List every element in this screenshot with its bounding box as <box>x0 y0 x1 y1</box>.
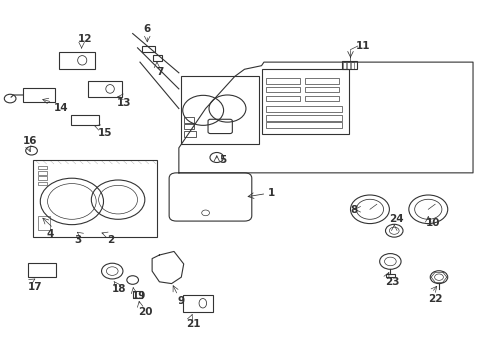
Bar <box>266 78 300 84</box>
Text: 21: 21 <box>186 319 200 329</box>
Bar <box>33 160 157 237</box>
Bar <box>350 62 353 68</box>
Text: 10: 10 <box>425 217 439 228</box>
Bar <box>28 263 56 277</box>
Bar <box>88 81 122 97</box>
Bar <box>266 87 300 93</box>
Bar <box>266 107 341 112</box>
Bar <box>59 52 95 69</box>
Bar <box>38 166 46 169</box>
Bar <box>305 87 339 93</box>
Bar <box>183 117 194 123</box>
Bar <box>153 55 162 62</box>
Text: 22: 22 <box>427 294 442 303</box>
Text: 12: 12 <box>78 34 93 44</box>
Bar <box>38 182 46 185</box>
Bar <box>305 78 339 84</box>
Bar <box>266 96 300 102</box>
Text: 15: 15 <box>98 128 112 138</box>
Bar <box>343 62 346 68</box>
Bar <box>261 69 348 134</box>
Bar <box>183 295 213 312</box>
Text: 9: 9 <box>177 296 184 306</box>
Text: 6: 6 <box>143 23 150 33</box>
Bar <box>305 96 339 102</box>
Bar <box>385 274 394 277</box>
Bar <box>183 123 194 129</box>
Bar <box>142 46 154 52</box>
Bar <box>71 114 99 125</box>
Text: 17: 17 <box>28 282 42 292</box>
Bar <box>266 115 341 121</box>
Bar <box>23 88 55 102</box>
Text: 18: 18 <box>112 284 126 294</box>
Text: 23: 23 <box>385 277 399 287</box>
Bar <box>38 176 46 180</box>
Text: 11: 11 <box>355 41 369 51</box>
Text: 16: 16 <box>23 136 38 146</box>
Bar <box>181 76 259 144</box>
Bar <box>38 216 50 230</box>
Text: 8: 8 <box>349 205 357 215</box>
Bar <box>38 171 46 175</box>
Bar <box>183 131 196 137</box>
Text: 2: 2 <box>107 235 114 246</box>
Bar <box>341 62 357 69</box>
Text: 3: 3 <box>74 235 81 246</box>
Text: 14: 14 <box>54 103 68 113</box>
Text: 1: 1 <box>267 188 275 198</box>
Text: 7: 7 <box>156 67 163 77</box>
Text: 19: 19 <box>131 292 146 301</box>
Bar <box>266 122 341 128</box>
Text: 13: 13 <box>117 98 131 108</box>
Text: 5: 5 <box>219 156 226 165</box>
Text: 20: 20 <box>138 307 153 317</box>
Text: 24: 24 <box>388 213 403 224</box>
Bar <box>132 292 142 298</box>
Text: 4: 4 <box>46 229 54 239</box>
Bar <box>346 62 349 68</box>
